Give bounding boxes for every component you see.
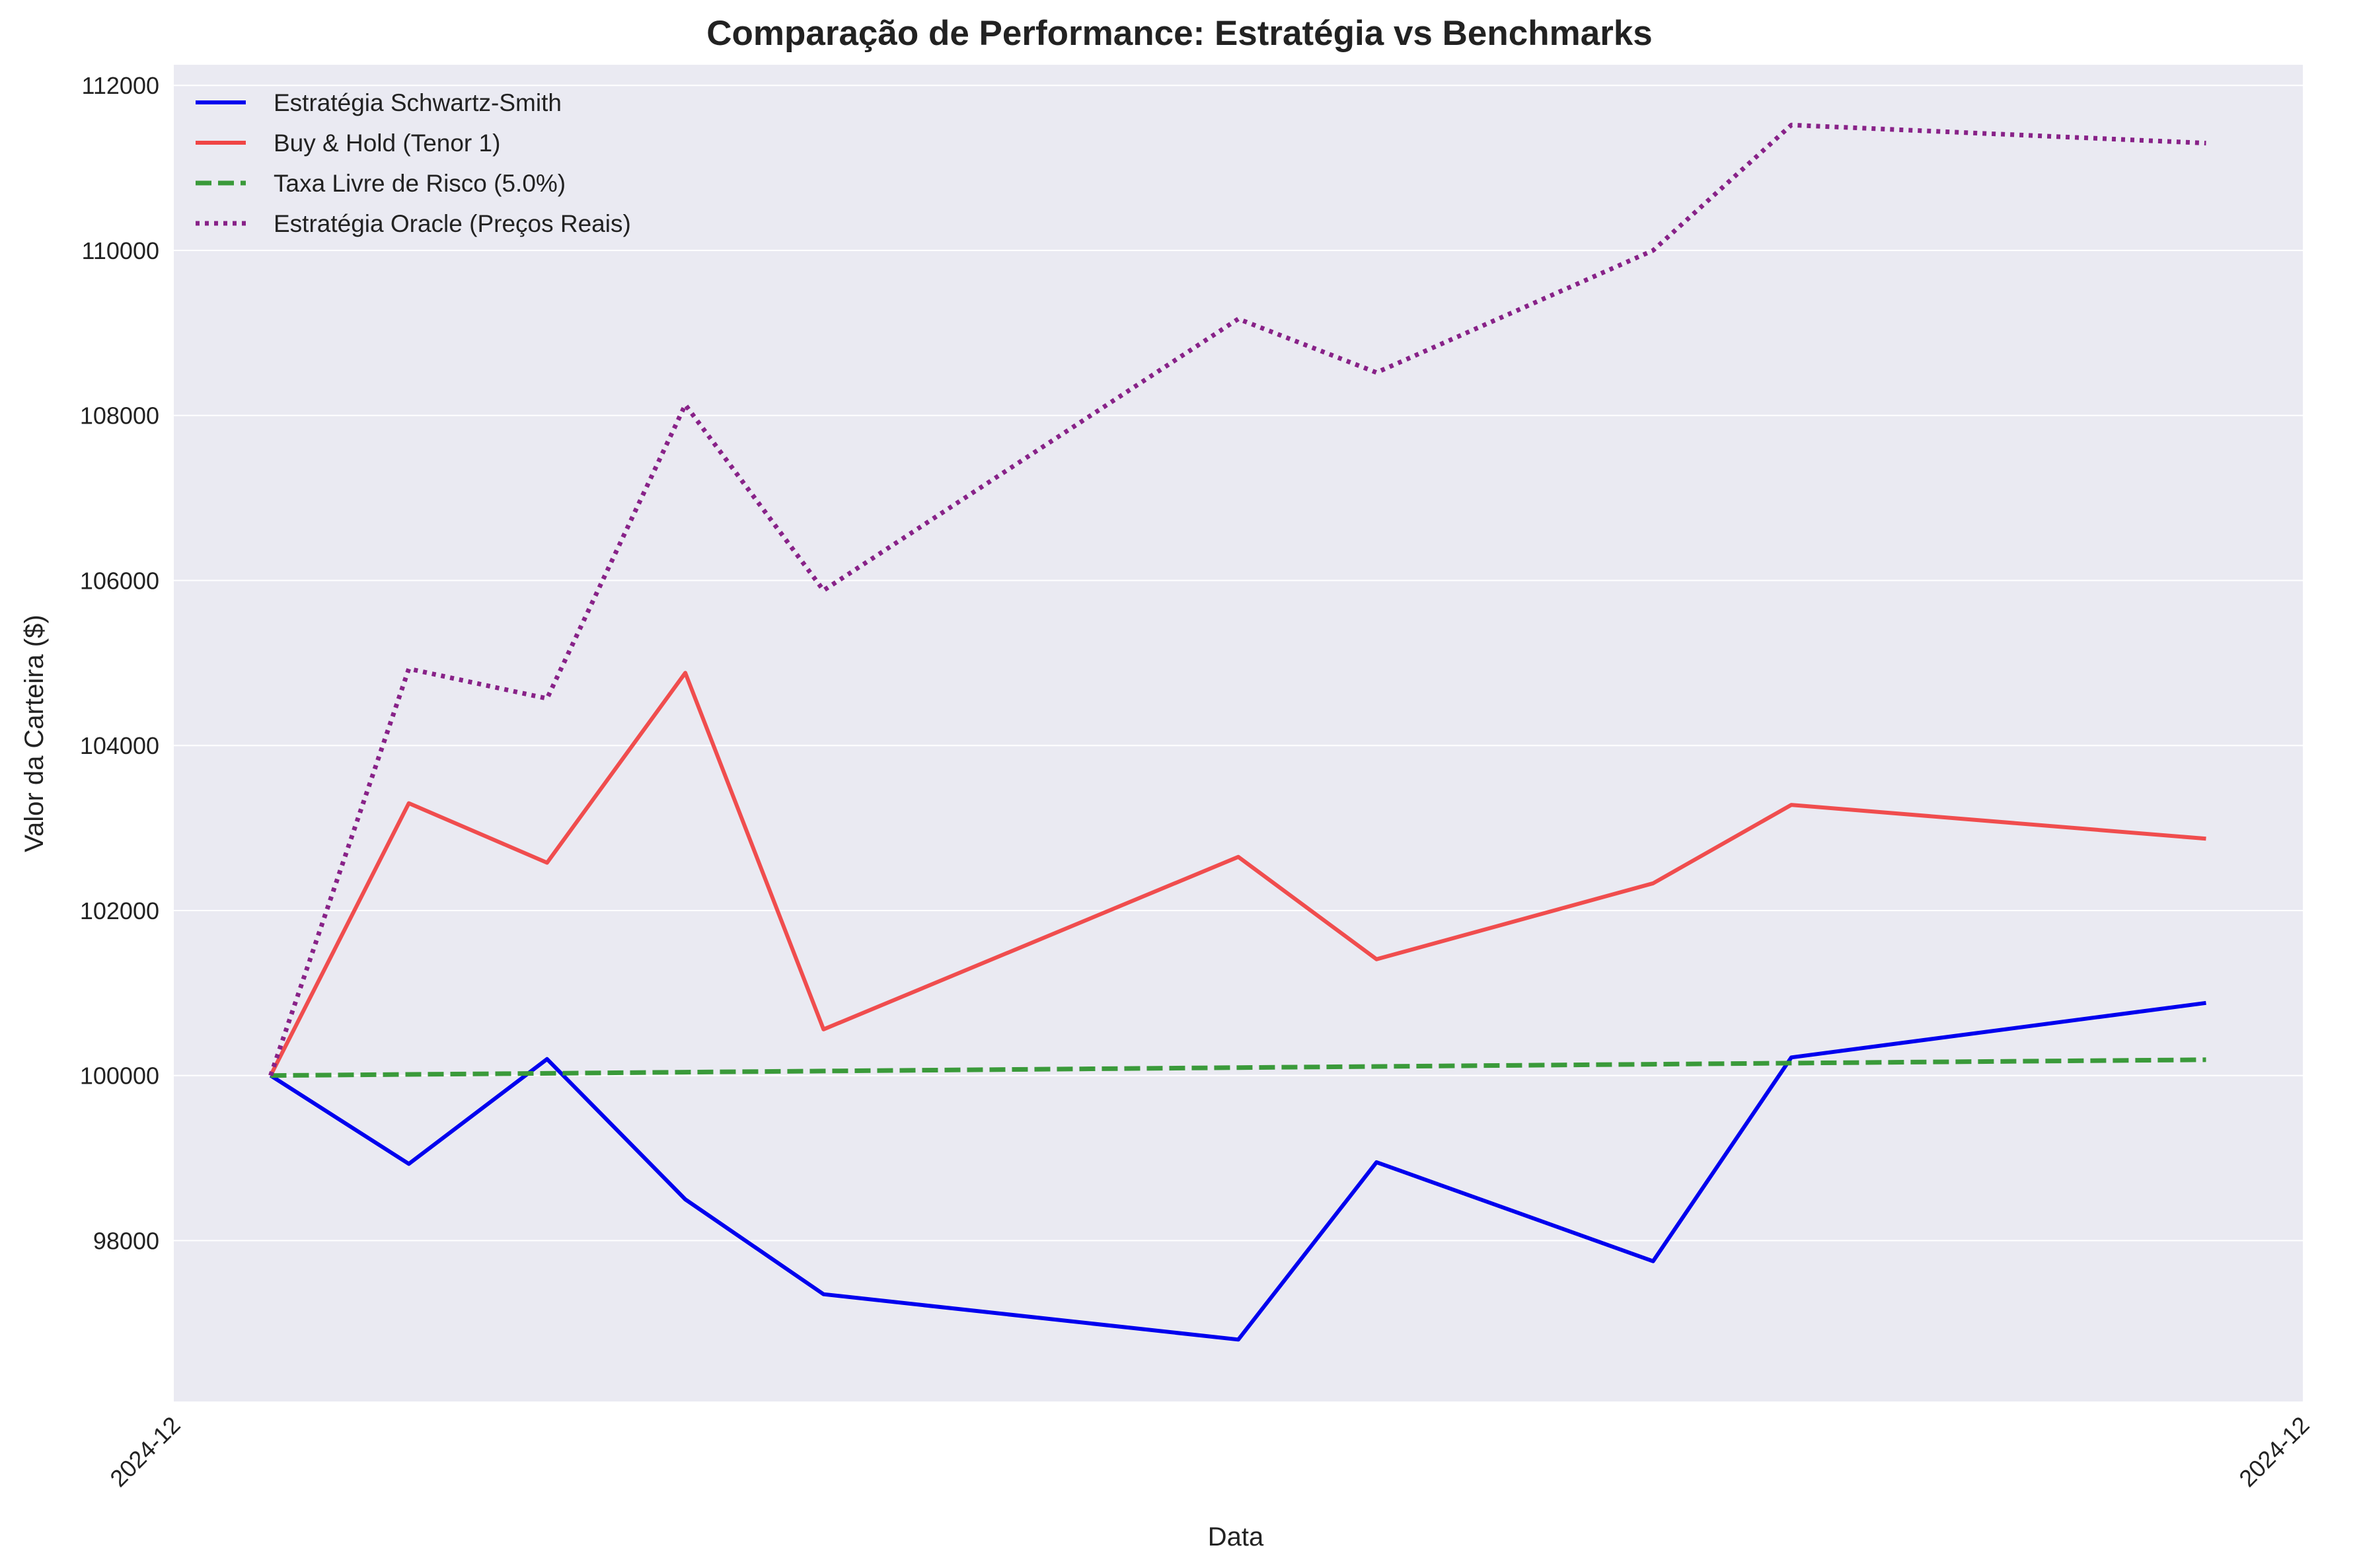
x-axis-ticks: 2024-12 2024-12 [104,1411,2314,1492]
series-line-2 [270,1057,2206,1078]
y-tick-label: 110000 [82,237,159,264]
legend-label: Estratégia Oracle (Preços Reais) [274,210,631,237]
x-axis-label: Data [1208,1522,1264,1551]
legend-label: Taxa Livre de Risco (5.0%) [274,170,566,197]
legend-label: Estratégia Schwartz-Smith [274,89,562,116]
series-line-3 [268,122,2206,1076]
x-tick-label: 2024-12 [104,1411,185,1492]
legend: Estratégia Schwartz-Smith Buy & Hold (Ten… [196,89,631,237]
chart-title: Comparação de Performance: Estratégia vs… [706,14,1653,53]
plot-area [174,65,2303,1401]
y-tick-label: 98000 [93,1227,159,1254]
x-tick-label: 2024-12 [2233,1411,2314,1492]
y-tick-label: 104000 [80,732,159,759]
y-axis-ticks: 98000 100000 102000 104000 106000 108000 11000… [80,72,159,1254]
y-tick-label: 100000 [80,1063,159,1090]
y-tick-label: 102000 [80,897,159,924]
y-tick-label: 108000 [80,402,159,429]
y-axis-label: Valor da Carteira ($) [20,615,49,852]
y-tick-label: 112000 [82,72,159,99]
series-lines [268,122,2206,1342]
y-tick-label: 106000 [80,567,159,594]
series-line-0 [269,1000,2206,1342]
series-line-1 [268,671,2206,1077]
legend-label: Buy & Hold (Tenor 1) [274,130,500,157]
